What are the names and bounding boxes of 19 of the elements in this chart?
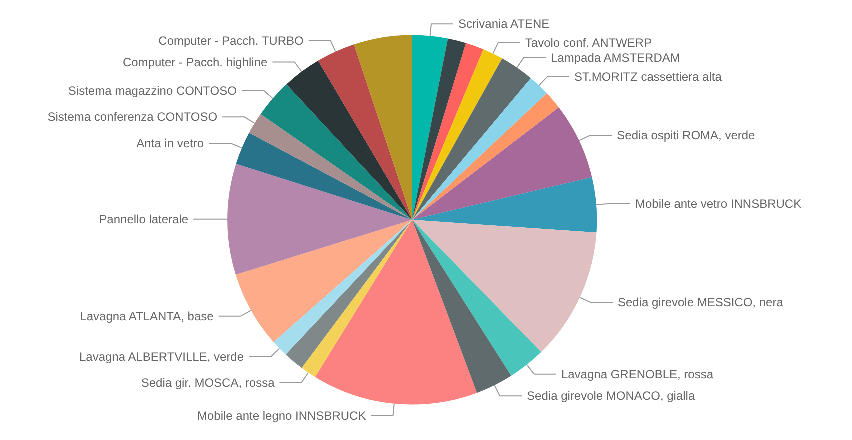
slice-label: Computer - Pacch. highline: [122, 55, 268, 70]
slice-label: Lavagna ATLANTA, base: [80, 309, 214, 324]
slice-label: Mobile ante legno INNSBRUCK: [197, 408, 366, 423]
slice-label: Pannello laterale: [99, 212, 189, 226]
slice-label: Sedia gir. MOSCA, rossa: [141, 376, 276, 390]
slice-label: ST.MORITZ cassettiera alta: [574, 70, 722, 84]
slice-label: Sedia girevole MONACO, gialla: [527, 389, 696, 404]
slice-label: Lavagna GRENOBLE, rossa: [561, 367, 714, 382]
slice-label: Sistema magazzino CONTOSO: [68, 84, 237, 98]
slice-label: Sedia girevole MESSICO, nera: [618, 296, 784, 310]
slice-label: Lampada AMSTERDAM: [551, 50, 680, 65]
slice-label: Computer - Pacch. TURBO: [158, 34, 304, 48]
slice-label: Mobile ante vetro INNSBRUCK: [636, 196, 802, 211]
slice-label: Sistema conferenza CONTOSO: [48, 110, 218, 124]
slice-label: Sedia ospiti ROMA, verde: [617, 128, 756, 143]
slice-label: Scrivania ATENE: [458, 17, 550, 32]
slice-label: Tavolo conf. ANTWERP: [525, 36, 652, 50]
slice-label: Lavagna ALBERTVILLE, verde: [79, 350, 244, 364]
slice-label: Anta in vetro: [136, 136, 204, 151]
